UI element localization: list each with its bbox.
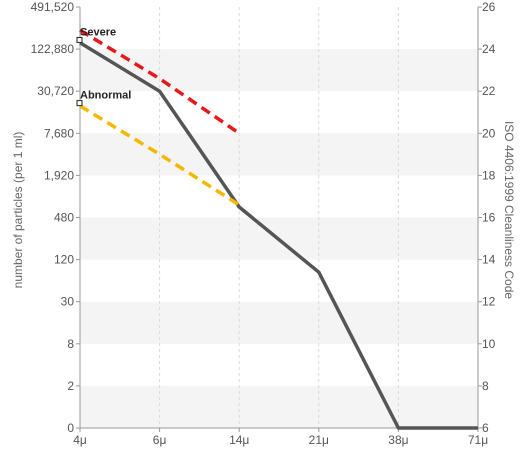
left-tick-label: 120 — [54, 253, 74, 267]
left-axis-ticks: 491,520 122,880 30,720 7,680 1,920 480 120 30 8 2… — [31, 0, 80, 435]
right-tick-label: 14 — [482, 253, 496, 267]
grid-band — [80, 49, 478, 92]
right-tick-label: 6 — [482, 421, 489, 435]
left-tick-label: 2 — [67, 379, 74, 393]
right-tick-label: 12 — [482, 295, 496, 309]
x-tick-label: 4μ — [73, 433, 87, 447]
right-tick-label: 18 — [482, 168, 496, 182]
left-tick-label: 30,720 — [37, 84, 74, 98]
right-tick-label: 22 — [482, 84, 496, 98]
grid-lines — [159, 7, 399, 428]
x-tick-label: 6μ — [153, 433, 167, 447]
left-tick-label: 8 — [67, 337, 74, 351]
left-tick-label: 122,880 — [31, 42, 75, 56]
right-tick-label: 16 — [482, 211, 496, 225]
grid-band — [80, 385, 478, 428]
x-axis-ticks: 4μ 6μ 14μ 21μ 38μ 71μ — [73, 428, 488, 447]
left-tick-label: 480 — [54, 211, 74, 225]
right-tick-label: 20 — [482, 126, 496, 140]
series-line-0 — [79, 41, 478, 430]
right-tick-label: 26 — [482, 0, 496, 14]
annotation-label: Abnormal — [80, 90, 131, 102]
right-tick-label: 8 — [482, 379, 489, 393]
left-axis-title: number of particles (per 1 ml) — [11, 132, 25, 289]
right-axis-title: ISO 4406:1999 Cleanliness Code — [502, 121, 516, 299]
left-tick-label: 30 — [61, 295, 75, 309]
annotation-marker — [76, 36, 83, 43]
right-tick-label: 10 — [482, 337, 496, 351]
grid-band — [80, 301, 478, 344]
x-tick-label: 14μ — [229, 433, 249, 447]
x-tick-label: 71μ — [468, 433, 488, 447]
right-tick-label: 24 — [482, 42, 496, 56]
x-tick-label: 38μ — [388, 433, 408, 447]
annotation-label: Severe — [80, 26, 116, 38]
annotation-marker — [76, 100, 83, 107]
annotations: Severe Abnormal — [76, 26, 131, 107]
x-tick-label: 21μ — [309, 433, 329, 447]
left-tick-label: 1,920 — [44, 168, 74, 182]
left-tick-label: 491,520 — [31, 0, 75, 14]
grid-band — [80, 133, 478, 176]
right-axis-ticks: 26 24 22 20 18 16 14 12 10 8 6 — [478, 0, 496, 435]
left-tick-label: 7,680 — [44, 126, 74, 140]
series-lines — [79, 28, 478, 430]
left-tick-label: 0 — [67, 421, 74, 435]
